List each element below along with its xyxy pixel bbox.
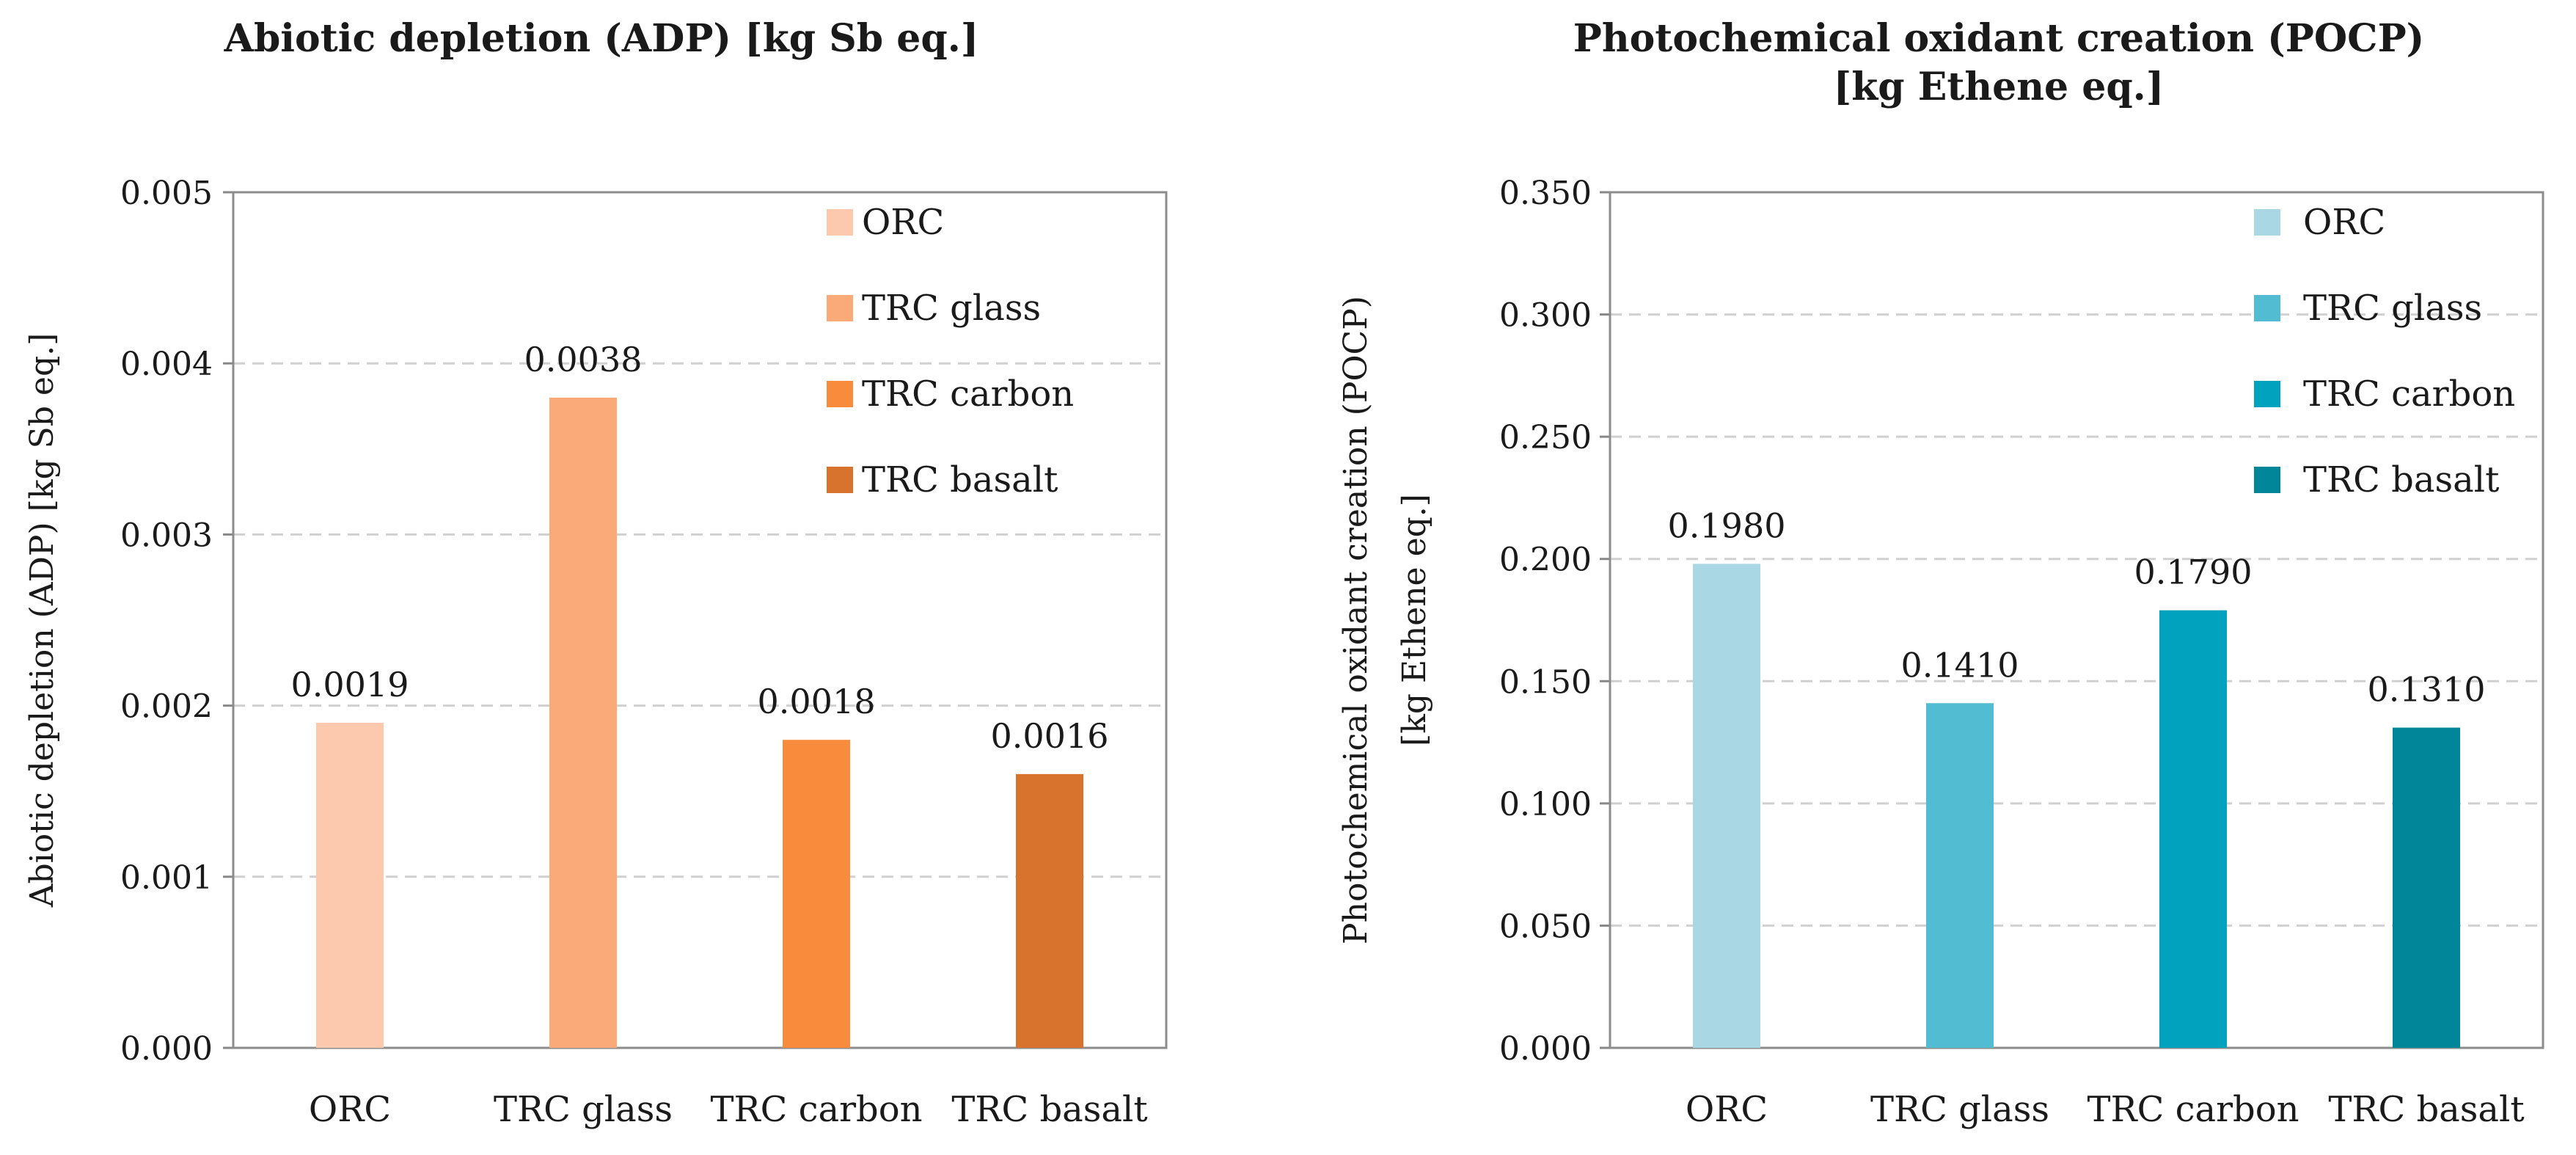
- adp-legend-swatch: [827, 467, 853, 493]
- adp-ytick-label: 0.003: [120, 517, 213, 554]
- pocp-category-label: TRC carbon: [2087, 1089, 2299, 1130]
- pocp-bar-trc-basalt: [2393, 727, 2460, 1048]
- pocp-ytick-label: 0.100: [1499, 786, 1592, 823]
- adp-category-label: TRC glass: [494, 1089, 673, 1130]
- pocp-ylabel: Photochemical oxidant creation (POCP): [1337, 296, 1375, 944]
- pocp-legend-label: TRC basalt: [2303, 459, 2499, 500]
- adp-legend-swatch: [827, 295, 853, 321]
- adp-ytick-label: 0.004: [120, 346, 213, 383]
- pocp-ylabel: [kg Ethene eq.]: [1396, 494, 1433, 746]
- chart-title-adp: Abiotic depletion (ADP) [kg Sb eq.]: [224, 16, 979, 61]
- adp-data-label: 0.0016: [991, 716, 1109, 756]
- pocp-legend-label: TRC glass: [2303, 288, 2482, 329]
- pocp-data-label: 0.1980: [1668, 506, 1786, 545]
- adp-bar-orc: [316, 722, 384, 1048]
- pocp-ytick-label: 0.300: [1499, 297, 1592, 335]
- pocp-legend-swatch: [2254, 381, 2280, 407]
- chart-title-pocp-line1: Photochemical oxidant creation (POCP): [1573, 16, 2425, 61]
- adp-bar-trc-basalt: [1016, 773, 1083, 1048]
- pocp-legend-swatch: [2254, 295, 2280, 321]
- adp-ytick-label: 0.005: [120, 175, 213, 212]
- adp-category-label: TRC basalt: [951, 1089, 1147, 1130]
- adp-ytick-label: 0.001: [120, 859, 213, 897]
- pocp-bar-orc: [1693, 564, 1760, 1048]
- chart-title-pocp-line2: [kg Ethene eq.]: [1833, 65, 2165, 109]
- adp-bar-trc-carbon: [783, 740, 850, 1048]
- adp-data-label: 0.0018: [758, 682, 876, 721]
- pocp-legend-swatch: [2254, 209, 2280, 236]
- pocp-plot-frame: [1609, 191, 2544, 1049]
- pocp-ytick-label: 0.000: [1499, 1030, 1592, 1068]
- pocp-ytick-label: 0.250: [1499, 419, 1592, 456]
- pocp-ytick-label: 0.200: [1499, 542, 1592, 579]
- adp-ytick-label: 0.000: [120, 1030, 213, 1068]
- pocp-legend-label: ORC: [2303, 202, 2385, 243]
- adp-legend-label: ORC: [862, 202, 944, 243]
- pocp-category-label: TRC basalt: [2328, 1089, 2524, 1130]
- pocp-ytick-label: 0.050: [1499, 908, 1592, 945]
- adp-bar-trc-glass: [549, 397, 617, 1048]
- adp-legend-swatch: [827, 381, 853, 407]
- pocp-data-label: 0.1790: [2134, 553, 2253, 592]
- pocp-legend-swatch: [2254, 467, 2280, 493]
- pocp-data-label: 0.1310: [2368, 670, 2486, 710]
- adp-ylabel: Abiotic depletion (ADP) [kg Sb eq.]: [23, 333, 61, 908]
- adp-legend-swatch: [827, 209, 853, 236]
- adp-data-label: 0.0019: [291, 665, 409, 704]
- pocp-bar-trc-glass: [1926, 703, 1994, 1048]
- adp-plot-frame: [232, 191, 1168, 1049]
- adp-legend-label: TRC glass: [862, 288, 1041, 329]
- chart-title-pocp: Photochemical oxidant creation (POCP) [k…: [1423, 15, 2575, 112]
- adp-category-label: ORC: [309, 1089, 391, 1130]
- adp-legend-label: TRC basalt: [862, 459, 1058, 500]
- adp-data-label: 0.0038: [524, 340, 643, 379]
- pocp-data-label: 0.1410: [1901, 645, 2019, 685]
- adp-category-label: TRC carbon: [710, 1089, 922, 1130]
- pocp-ytick-label: 0.150: [1499, 663, 1592, 701]
- pocp-bar-trc-carbon: [2159, 610, 2227, 1048]
- pocp-ytick-label: 0.350: [1499, 175, 1592, 212]
- pocp-category-label: ORC: [1686, 1089, 1768, 1130]
- pocp-legend-label: TRC carbon: [2303, 374, 2515, 415]
- adp-ytick-label: 0.002: [120, 688, 213, 726]
- pocp-category-label: TRC glass: [1870, 1089, 2049, 1130]
- adp-legend-label: TRC carbon: [862, 374, 1074, 415]
